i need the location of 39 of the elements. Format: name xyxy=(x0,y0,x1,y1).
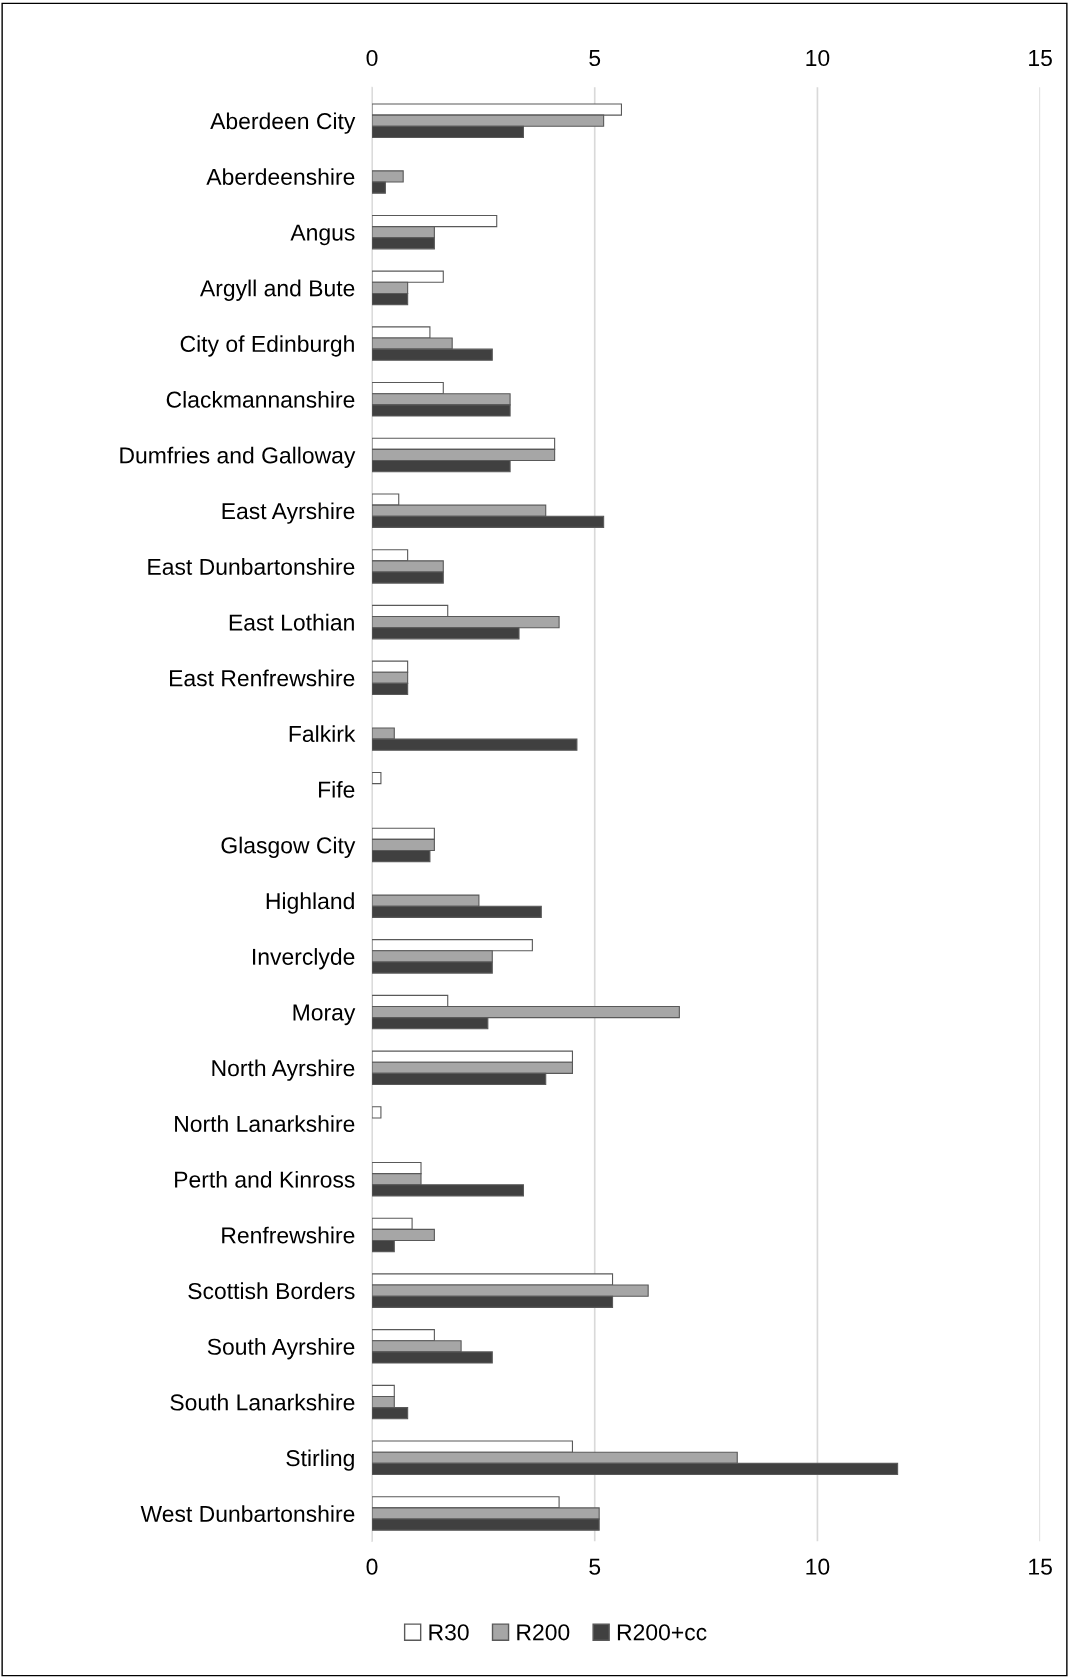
legend-label: R30 xyxy=(429,1624,469,1641)
legend-label: R200 xyxy=(517,1624,570,1641)
y-tick-label: Inverclyde xyxy=(253,948,355,970)
y-tick-label: East Renfrewshire xyxy=(170,669,355,687)
y-tick-label: Scottish Borders xyxy=(188,1282,355,1300)
y-tick-label: North Lanarkshire xyxy=(175,1115,355,1133)
bar xyxy=(372,1106,382,1119)
y-tick-label: Angus xyxy=(290,224,355,246)
y-tick-label: West Dunbartonshire xyxy=(140,1505,355,1522)
y-tick-label: Stirling xyxy=(286,1449,354,1471)
y-tick-label: Falkirk xyxy=(289,725,356,743)
y-tick-label: South Ayrshire xyxy=(207,1338,355,1360)
y-tick-label: Aberdeen City xyxy=(210,112,356,134)
y-tick-label: Argyll and Bute xyxy=(199,279,355,301)
y-tick-label: South Lanarkshire xyxy=(170,1393,355,1411)
x2-tick-label: 10 xyxy=(806,49,830,67)
x2-tick-label: 15 xyxy=(1029,50,1052,67)
legend-label: R200+cc xyxy=(617,1624,707,1641)
x-tick-label: 10 xyxy=(806,1558,830,1575)
y-tick-label: East Dunbartonshire xyxy=(148,558,355,575)
y-tick-label: Dumfries and Galloway xyxy=(120,446,356,469)
y-tick-label: Perth and Kinross xyxy=(175,1170,355,1188)
x-tick-label: 0 xyxy=(366,1558,378,1575)
y-tick-label: Renfrewshire xyxy=(222,1226,355,1244)
y-tick-label: Highland xyxy=(266,892,354,914)
y-tick-label: Aberdeenshire xyxy=(206,168,355,185)
y-tick-label: Clackmannanshire xyxy=(166,390,355,408)
y-tick-label: City of Edinburgh xyxy=(180,335,354,357)
y-tick-label: Fife xyxy=(319,780,355,798)
x-tick-label: 5 xyxy=(589,1558,601,1575)
y-tick-label: Glasgow City xyxy=(221,836,356,859)
y-tick-label: Moray xyxy=(293,1004,356,1026)
x-tick-label: 15 xyxy=(1029,1558,1052,1575)
x2-tick-label: 5 xyxy=(589,50,601,67)
y-tick-label: North Ayrshire xyxy=(212,1059,355,1081)
bar xyxy=(372,771,382,785)
y-tick-label: East Ayrshire xyxy=(222,502,355,524)
y-tick-label: East Lothian xyxy=(229,613,354,631)
x2-tick-label: 0 xyxy=(366,49,378,67)
